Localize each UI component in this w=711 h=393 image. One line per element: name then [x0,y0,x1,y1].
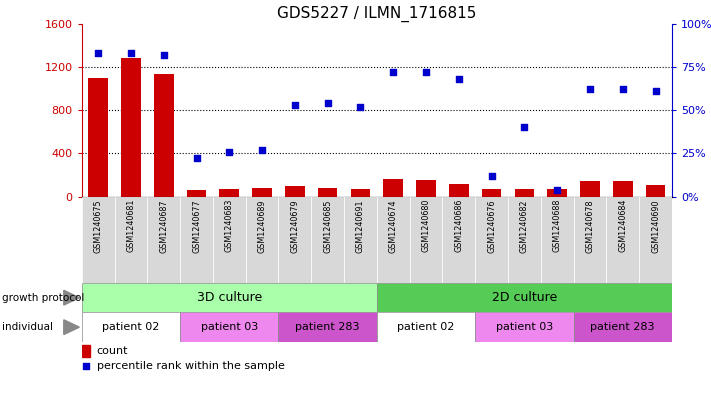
Text: 3D culture: 3D culture [197,291,262,304]
Text: growth protocol: growth protocol [1,293,84,303]
Text: GSM1240675: GSM1240675 [94,199,102,253]
Text: count: count [97,346,128,356]
Text: patient 283: patient 283 [295,322,360,332]
Point [453,76,464,82]
Bar [574,196,606,283]
Bar [82,345,90,357]
Point [584,86,596,92]
Bar [252,188,272,196]
Text: patient 02: patient 02 [102,322,160,332]
Bar [154,74,173,196]
Text: GSM1240689: GSM1240689 [257,199,267,253]
Point [420,69,432,75]
Bar [639,196,672,283]
Text: GSM1240681: GSM1240681 [127,199,135,252]
Bar [547,189,567,196]
Bar [318,188,338,196]
Bar [220,189,239,196]
Text: GSM1240688: GSM1240688 [552,199,562,252]
Bar [377,196,410,283]
Title: GDS5227 / ILMN_1716815: GDS5227 / ILMN_1716815 [277,6,476,22]
Text: patient 283: patient 283 [590,322,655,332]
Bar [475,196,508,283]
Point [158,51,169,58]
Bar [180,196,213,283]
Bar [351,189,370,196]
Bar [121,58,141,196]
Bar [246,196,279,283]
Text: GSM1240680: GSM1240680 [422,199,430,252]
Text: GSM1240679: GSM1240679 [290,199,299,253]
Text: GSM1240674: GSM1240674 [389,199,397,253]
Text: individual: individual [1,322,53,332]
Text: GSM1240677: GSM1240677 [192,199,201,253]
Point [617,86,629,92]
Bar [482,189,501,196]
Bar [311,196,344,283]
Point [387,69,399,75]
Bar [508,196,541,283]
Bar [147,196,180,283]
Polygon shape [64,320,80,334]
Bar [541,196,574,283]
Bar [646,185,665,196]
Point [223,149,235,155]
Bar [475,312,574,342]
Text: GSM1240691: GSM1240691 [356,199,365,253]
Point [650,88,661,94]
Bar [279,312,377,342]
Point [355,103,366,110]
Text: percentile rank within the sample: percentile rank within the sample [97,361,284,371]
Point [257,147,268,153]
Bar [383,179,403,196]
Bar [82,283,377,312]
Text: GSM1240685: GSM1240685 [324,199,332,253]
Point [125,50,137,56]
Bar [442,196,475,283]
Text: GSM1240676: GSM1240676 [487,199,496,253]
Text: GSM1240684: GSM1240684 [619,199,627,252]
Bar [180,312,279,342]
Text: 2D culture: 2D culture [492,291,557,304]
Bar [449,184,469,196]
Text: GSM1240683: GSM1240683 [225,199,234,252]
Bar [82,196,114,283]
Point [552,186,563,193]
Bar [213,196,246,283]
Bar [613,181,633,196]
Point [92,50,104,56]
Bar [410,196,442,283]
Text: GSM1240686: GSM1240686 [454,199,464,252]
Point [322,100,333,106]
Text: patient 03: patient 03 [201,322,258,332]
Polygon shape [64,290,80,305]
Point [191,155,202,162]
Bar [285,186,305,196]
Bar [580,181,600,196]
Bar [82,312,180,342]
Bar [279,196,311,283]
Bar [377,312,475,342]
Text: GSM1240678: GSM1240678 [585,199,594,253]
Bar [187,190,206,196]
Bar [515,189,534,196]
Text: GSM1240687: GSM1240687 [159,199,169,253]
Point [80,363,92,369]
Bar [377,283,672,312]
Bar [416,180,436,196]
Text: patient 03: patient 03 [496,322,553,332]
Bar [88,78,108,196]
Bar [114,196,147,283]
Point [518,124,530,130]
Point [486,173,497,179]
Point [289,102,301,108]
Text: patient 02: patient 02 [397,322,455,332]
Text: GSM1240690: GSM1240690 [651,199,660,253]
Bar [574,312,672,342]
Bar [344,196,377,283]
Text: GSM1240682: GSM1240682 [520,199,529,253]
Bar [606,196,639,283]
